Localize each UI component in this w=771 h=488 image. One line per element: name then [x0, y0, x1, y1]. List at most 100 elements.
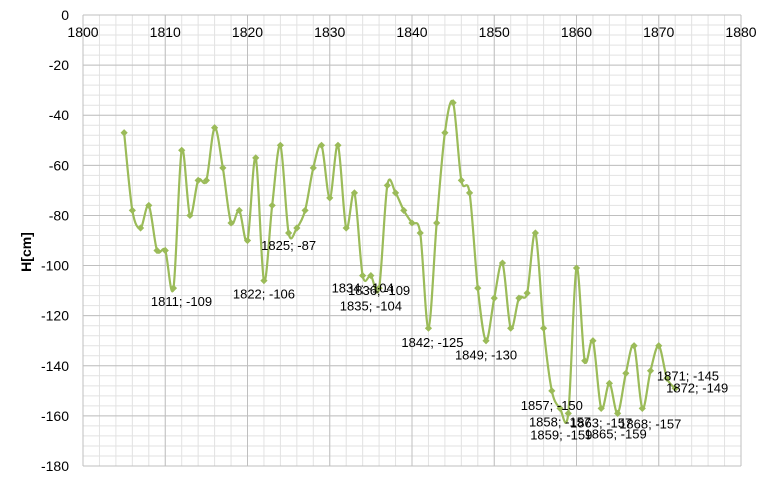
y-tick-label: -40: [49, 107, 69, 123]
data-point-marker: [350, 189, 359, 197]
y-tick-label: -100: [41, 258, 69, 274]
series-layer: [120, 99, 679, 424]
data-label: 1858; -157: [529, 414, 591, 429]
data-point-marker: [391, 189, 400, 197]
data-point-marker: [671, 384, 679, 392]
data-point-marker: [334, 141, 342, 149]
y-tick-label: -140: [41, 358, 69, 374]
x-tick-label: 1840: [396, 24, 427, 40]
data-point-marker: [531, 229, 539, 237]
data-point-marker: [309, 164, 317, 172]
data-point-marker: [638, 404, 646, 412]
y-tick-label: -20: [49, 57, 69, 73]
data-point-marker: [219, 164, 227, 172]
x-tick-label: 1800: [67, 24, 98, 40]
data-point-marker: [202, 176, 210, 184]
data-point-marker: [655, 342, 663, 350]
data-label: 1811; -109: [151, 294, 212, 309]
y-axis-tick-labels: 0 -20 -40 -60 -80 -100 -120 -140 -160 -180: [41, 7, 69, 474]
x-tick-label: 1810: [150, 24, 181, 40]
data-point-marker: [622, 369, 630, 377]
data-label: 1872; -149: [666, 380, 728, 395]
y-tick-label: -180: [41, 458, 69, 474]
data-point-marker: [589, 337, 597, 345]
data-label: 1859; -159: [530, 427, 592, 442]
y-tick-label: -60: [49, 157, 69, 173]
data-label: 1825; -87: [261, 238, 316, 253]
data-label: 1836; -109: [348, 283, 410, 298]
data-point-marker: [161, 246, 169, 255]
data-label: 1822; -106: [233, 287, 295, 302]
data-point-marker: [252, 154, 260, 162]
data-point-marker: [548, 387, 556, 395]
data-point-marker: [260, 276, 268, 285]
data-label: 1835; -104: [340, 299, 402, 314]
data-point-marker: [326, 194, 334, 202]
data-point-marker: [630, 342, 638, 350]
data-point-marker: [383, 181, 391, 189]
x-tick-label: 1880: [725, 24, 756, 40]
data-point-marker: [342, 224, 350, 232]
data-point-marker: [564, 409, 572, 417]
data-point-marker: [186, 211, 194, 220]
data-point-marker: [490, 294, 498, 302]
data-point-marker: [169, 284, 178, 292]
data-point-marker: [416, 229, 424, 237]
data-point-marker: [359, 271, 367, 280]
x-tick-label: 1850: [479, 24, 510, 40]
x-tick-label: 1870: [643, 24, 674, 40]
data-point-marker: [194, 176, 202, 184]
data-point-marker: [457, 176, 465, 184]
y-tick-label: -80: [49, 207, 69, 223]
data-point-marker: [400, 206, 408, 215]
data-point-marker: [211, 124, 219, 132]
y-tick-label: 0: [61, 7, 69, 23]
data-point-marker: [408, 219, 416, 227]
data-point-marker: [301, 206, 309, 215]
data-point-marker: [581, 357, 589, 365]
data-point-marker: [424, 324, 433, 332]
data-point-marker: [507, 324, 515, 332]
data-point-marker: [523, 289, 531, 297]
data-point-marker: [540, 324, 548, 332]
data-point-marker: [474, 284, 482, 292]
data-point-marker: [153, 246, 161, 255]
x-tick-label: 1860: [561, 24, 592, 40]
data-point-marker: [433, 219, 441, 227]
data-point-marker: [375, 284, 383, 292]
data-label: 1834; -104: [332, 281, 394, 296]
data-point-marker: [243, 236, 252, 245]
data-point-marker: [317, 141, 326, 149]
y-tick-label: -120: [41, 308, 69, 324]
data-point-marker: [498, 259, 507, 267]
data-label: 1863; -157: [570, 415, 632, 430]
data-point-marker: [235, 206, 243, 215]
data-point-marker: [268, 201, 276, 210]
data-point-marker: [441, 129, 449, 137]
data-point-marker: [145, 201, 153, 210]
data-point-marker: [605, 379, 613, 387]
y-axis-title: H[cm]: [18, 232, 34, 272]
data-point-marker: [646, 367, 655, 375]
data-point-marker: [663, 374, 671, 382]
data-point-marker: [293, 224, 301, 232]
x-tick-label: 1820: [232, 24, 263, 40]
data-point-marker: [227, 219, 235, 227]
data-point-marker: [572, 264, 581, 272]
y-tick-label: -160: [41, 408, 69, 424]
data-point-marker: [128, 206, 136, 215]
data-point-marker: [614, 409, 622, 417]
data-point-marker: [482, 337, 490, 345]
data-label: 1871; -145: [657, 368, 719, 383]
data-point-marker: [449, 99, 457, 107]
data-point-marker: [597, 404, 605, 412]
x-axis-tick-labels: 1800 1810 1820 1830 1840 1850 1860 1870 1880: [67, 24, 756, 40]
data-point-marker: [136, 224, 145, 232]
data-point-marker: [556, 404, 564, 412]
x-tick-label: 1830: [314, 24, 345, 40]
data-label: 1857; -150: [521, 398, 583, 413]
data-point-marker: [120, 129, 128, 137]
